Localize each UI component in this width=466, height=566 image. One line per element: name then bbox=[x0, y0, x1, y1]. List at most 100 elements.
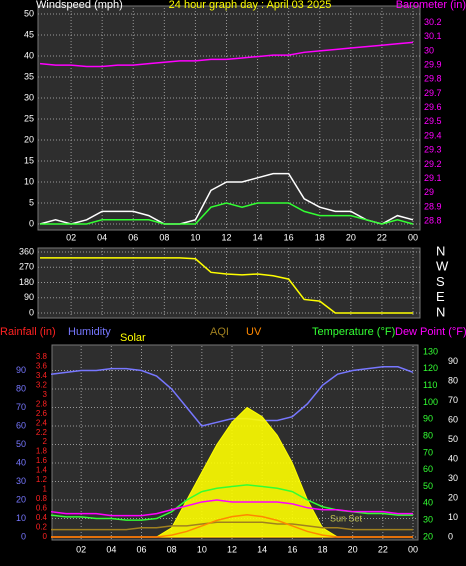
x-tick-label: 04 bbox=[106, 544, 116, 554]
x-tick-label: 10 bbox=[190, 232, 200, 242]
y-tick-label: 0 bbox=[21, 531, 26, 541]
y3-tick-label: 2.4 bbox=[36, 418, 48, 427]
legend-label: Rainfall (in) bbox=[0, 326, 56, 338]
x-tick-label: 08 bbox=[167, 544, 177, 554]
y2-tick-label: 20 bbox=[423, 531, 433, 541]
y2-tick-label: 80 bbox=[423, 430, 433, 440]
line bbox=[39, 41, 414, 68]
chart-title: 24 hour graph day : April 03 2025 bbox=[169, 0, 332, 11]
y2-tick-label: 28.9 bbox=[424, 201, 442, 211]
y-tick-label: 80 bbox=[16, 383, 26, 393]
legend-label: UV bbox=[246, 326, 262, 338]
line bbox=[50, 499, 413, 517]
legend-label: AQI bbox=[210, 326, 229, 338]
y3-tick-label: 0.8 bbox=[36, 494, 48, 503]
y-tick-label: 0 bbox=[29, 218, 34, 228]
y2-tick-label: 29.2 bbox=[424, 159, 442, 169]
y4-tick-label: 10 bbox=[448, 512, 458, 522]
line bbox=[51, 521, 413, 531]
y3-tick-label: 2 bbox=[43, 437, 48, 446]
y-tick-label: 40 bbox=[16, 457, 26, 467]
y2-tick-label: 110 bbox=[423, 380, 437, 390]
y-tick-label: 0 bbox=[29, 307, 34, 317]
line bbox=[40, 202, 414, 225]
y2-tick-label: 120 bbox=[423, 363, 438, 373]
x-tick-label: 12 bbox=[227, 544, 237, 554]
y2-tick-label: W bbox=[436, 259, 449, 274]
legend-label: Solar bbox=[120, 332, 146, 344]
y3-tick-label: 0.6 bbox=[36, 504, 48, 513]
y2-tick-label: 30 bbox=[424, 45, 434, 55]
y2-tick-label: 30 bbox=[423, 515, 433, 525]
y3-tick-label: 3.2 bbox=[36, 380, 48, 389]
y3-tick-label: 0.4 bbox=[36, 513, 48, 522]
y2-tick-label: N bbox=[436, 243, 445, 258]
y2-tick-label: 50 bbox=[423, 481, 433, 491]
y3-tick-label: 3.4 bbox=[36, 371, 48, 380]
y2-tick-label: 130 bbox=[423, 346, 438, 356]
x-tick-label: 14 bbox=[257, 544, 267, 554]
y2-tick-label: N bbox=[436, 304, 445, 319]
x-tick-label: 16 bbox=[284, 232, 294, 242]
y-tick-label: 70 bbox=[16, 402, 26, 412]
y2-tick-label: S bbox=[436, 274, 445, 289]
x-tick-label: 20 bbox=[348, 544, 358, 554]
y4-tick-label: 0 bbox=[448, 531, 453, 541]
x-tick-label: 10 bbox=[197, 544, 207, 554]
y-tick-label: 20 bbox=[24, 134, 34, 144]
y3-tick-label: 2.8 bbox=[36, 399, 48, 408]
x-tick-label: 20 bbox=[346, 232, 356, 242]
y3-tick-label: 3.6 bbox=[36, 361, 48, 370]
line bbox=[51, 514, 413, 538]
y2-tick-label: 90 bbox=[423, 414, 433, 424]
y-tick-label: 50 bbox=[24, 8, 34, 18]
y4-tick-label: 40 bbox=[448, 453, 458, 463]
y2-tick-label: 29.1 bbox=[424, 173, 442, 183]
y3-tick-label: 2.2 bbox=[36, 428, 48, 437]
x-tick-label: 18 bbox=[315, 232, 325, 242]
x-tick-label: 12 bbox=[221, 232, 231, 242]
y2-tick-label: 29.9 bbox=[424, 59, 442, 69]
y2-tick-label: 40 bbox=[423, 498, 433, 508]
y2-tick-label: 28.8 bbox=[424, 216, 442, 226]
x-tick-label: 02 bbox=[66, 232, 76, 242]
y-tick-label: 180 bbox=[19, 277, 34, 287]
y-tick-label: 30 bbox=[24, 92, 34, 102]
x-tick-label: 02 bbox=[76, 544, 86, 554]
y4-tick-label: 70 bbox=[448, 395, 458, 405]
legend-label: Humidity bbox=[68, 326, 111, 338]
y4-tick-label: 80 bbox=[448, 376, 458, 386]
y-tick-label: 360 bbox=[19, 246, 34, 256]
y-tick-label: 90 bbox=[24, 292, 34, 302]
line bbox=[50, 366, 414, 427]
x-tick-label: 22 bbox=[377, 232, 387, 242]
x-tick-label: 06 bbox=[128, 232, 138, 242]
y2-tick-label: 29.3 bbox=[424, 145, 442, 155]
plot-area bbox=[37, 5, 421, 231]
y-tick-label: 25 bbox=[24, 113, 34, 123]
y-tick-label: 15 bbox=[24, 155, 34, 165]
y2-tick-label: E bbox=[436, 289, 445, 304]
y2-tick-label: 29.4 bbox=[424, 130, 442, 140]
y2-tick-label: 70 bbox=[423, 447, 433, 457]
y3-tick-label: 3.8 bbox=[36, 352, 48, 361]
x-tick-label: 00 bbox=[408, 544, 418, 554]
x-tick-label: 04 bbox=[97, 232, 107, 242]
y-tick-label: 50 bbox=[16, 439, 26, 449]
y2-tick-label: 30.1 bbox=[424, 31, 442, 41]
legend-label: Dew Point (°F) bbox=[395, 326, 466, 338]
y-axis-label: Windspeed (mph) bbox=[36, 0, 123, 11]
y2-tick-label: 100 bbox=[423, 397, 438, 407]
y3-tick-label: 1.2 bbox=[36, 475, 48, 484]
y-tick-label: 5 bbox=[29, 197, 34, 207]
y3-tick-label: 1.4 bbox=[36, 466, 48, 475]
y-tick-label: 270 bbox=[19, 262, 34, 272]
y4-tick-label: 60 bbox=[448, 415, 458, 425]
y-tick-label: 10 bbox=[24, 176, 34, 186]
y3-tick-label: 2.6 bbox=[36, 409, 48, 418]
line bbox=[39, 172, 414, 225]
y-tick-label: 40 bbox=[24, 50, 34, 60]
x-tick-label: 08 bbox=[159, 232, 169, 242]
y-tick-label: 35 bbox=[24, 71, 34, 81]
